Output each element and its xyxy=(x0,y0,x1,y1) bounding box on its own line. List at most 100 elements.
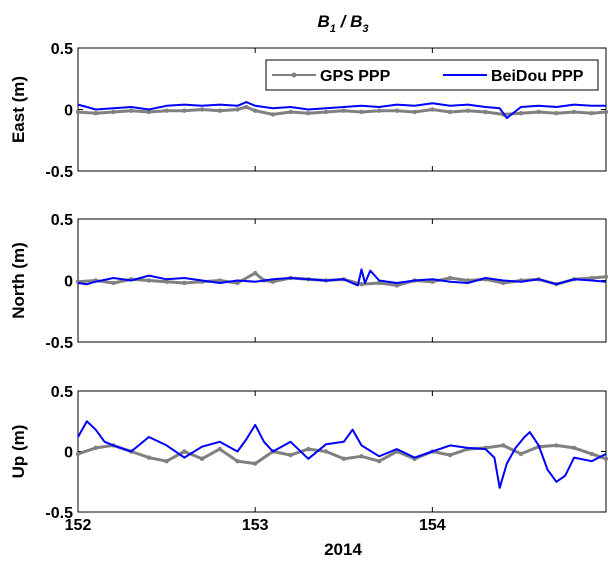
data-point-gps-north xyxy=(589,275,595,281)
data-point-gps-east xyxy=(447,109,453,115)
y-tick-label-north: 0 xyxy=(64,274,73,291)
data-point-gps-east xyxy=(128,108,134,113)
y-tick-label-up: 0 xyxy=(64,445,73,462)
data-point-gps-east xyxy=(270,112,276,117)
data-point-gps-north xyxy=(270,279,276,284)
data-point-gps-east xyxy=(589,110,595,116)
series-line-beidou-up xyxy=(77,420,607,489)
data-point-gps-east xyxy=(244,104,249,110)
data-point-gps-east xyxy=(571,109,577,115)
data-point-gps-up xyxy=(571,445,577,451)
data-point-gps-east xyxy=(359,109,364,115)
data-point-gps-east xyxy=(75,109,81,115)
data-point-gps-east xyxy=(93,110,98,116)
data-point-gps-east xyxy=(536,109,541,115)
series-line-gps-east xyxy=(77,105,607,116)
data-point-gps-up xyxy=(554,443,559,448)
chart-title: B1 / B3 xyxy=(318,12,369,35)
data-point-gps-east xyxy=(518,110,524,116)
data-point-gps-north xyxy=(447,275,453,281)
data-point-gps-east xyxy=(465,108,470,113)
legend-label-gps: GPS PPP xyxy=(320,68,391,85)
series-line-gps-up xyxy=(77,443,607,466)
panel-east: 0.5 0 -0.5 East (m) xyxy=(9,41,608,181)
data-point-gps-east xyxy=(430,107,435,112)
x-tick-label: 153 xyxy=(242,517,269,534)
data-point-gps-up xyxy=(75,451,81,457)
data-point-gps-up xyxy=(252,461,258,466)
data-point-gps-north xyxy=(182,280,187,286)
series-line-beidou-north xyxy=(77,268,607,287)
data-point-gps-east xyxy=(217,108,222,113)
data-point-gps-up xyxy=(235,458,240,464)
data-point-gps-east xyxy=(164,108,169,113)
data-point-gps-up xyxy=(164,458,169,464)
y-axis-label-east: East (m) xyxy=(9,76,28,143)
data-point-gps-east xyxy=(412,109,417,115)
data-point-gps-up xyxy=(447,452,453,458)
data-point-gps-east xyxy=(554,110,559,116)
data-point-gps-east xyxy=(483,109,488,115)
data-point-gps-east xyxy=(111,109,116,115)
data-point-gps-north xyxy=(430,279,435,284)
data-point-gps-north xyxy=(377,280,382,286)
data-point-gps-up xyxy=(377,458,382,464)
legend-box xyxy=(265,59,599,91)
y-tick-label-up: -0.5 xyxy=(45,505,73,522)
data-point-gps-up xyxy=(501,443,506,448)
data-point-gps-east xyxy=(182,108,187,113)
data-point-gps-east xyxy=(288,109,293,115)
y-tick-label-east: 0 xyxy=(64,103,73,120)
data-point-gps-north xyxy=(164,279,169,284)
data-point-gps-north xyxy=(252,270,258,276)
data-point-gps-east xyxy=(146,109,152,115)
data-point-gps-east xyxy=(341,108,346,113)
y-tick-label-east: 0.5 xyxy=(51,41,73,58)
data-point-gps-north xyxy=(501,280,506,286)
y-tick-label-north: -0.5 xyxy=(45,335,73,352)
data-point-gps-east xyxy=(394,108,400,113)
y-tick-label-north: 0.5 xyxy=(51,212,73,229)
y-tick-label-up: 0.5 xyxy=(51,384,73,401)
y-tick-label-east: -0.5 xyxy=(45,164,73,181)
data-point-gps-up xyxy=(217,446,222,452)
data-point-gps-up xyxy=(323,449,329,454)
data-point-gps-east xyxy=(603,109,608,115)
data-point-gps-north xyxy=(111,280,116,286)
data-point-gps-up xyxy=(93,445,98,451)
x-tick-label: 152 xyxy=(65,517,92,534)
data-point-gps-east xyxy=(377,108,382,113)
data-point-gps-north xyxy=(359,281,364,287)
data-point-gps-up xyxy=(341,456,346,461)
legend-marker-gps xyxy=(291,72,297,78)
data-point-gps-north xyxy=(603,274,608,280)
data-point-gps-north xyxy=(235,280,240,286)
data-point-gps-north xyxy=(146,278,152,283)
data-point-gps-north xyxy=(217,278,222,283)
data-point-gps-north xyxy=(465,278,470,283)
x-tick-label: 154 xyxy=(419,517,446,534)
y-axis-label-up: Up (m) xyxy=(9,425,28,479)
legend-label-beidou: BeiDou PPP xyxy=(491,68,584,85)
data-point-gps-up xyxy=(359,454,364,459)
y-axis-label-north: North (m) xyxy=(9,242,28,318)
data-point-gps-up xyxy=(199,456,205,461)
data-point-gps-east xyxy=(199,107,205,112)
x-axis-label: 2014 xyxy=(324,540,362,559)
data-point-gps-east xyxy=(235,107,240,112)
data-point-gps-east xyxy=(252,108,258,113)
data-point-gps-up xyxy=(603,456,608,461)
data-point-gps-up xyxy=(589,451,595,457)
data-point-gps-up xyxy=(146,455,152,460)
data-point-gps-up xyxy=(182,449,187,454)
data-point-gps-up xyxy=(518,451,524,457)
panel-north: 0.5 0 -0.5 North (m) xyxy=(9,212,608,352)
data-point-gps-up xyxy=(288,452,293,458)
series-line-beidou-east xyxy=(77,101,606,120)
data-point-gps-up xyxy=(306,446,311,452)
data-point-gps-north xyxy=(394,283,400,288)
data-point-gps-east xyxy=(323,109,329,115)
legend: GPS PPP BeiDou PPP xyxy=(265,59,599,91)
